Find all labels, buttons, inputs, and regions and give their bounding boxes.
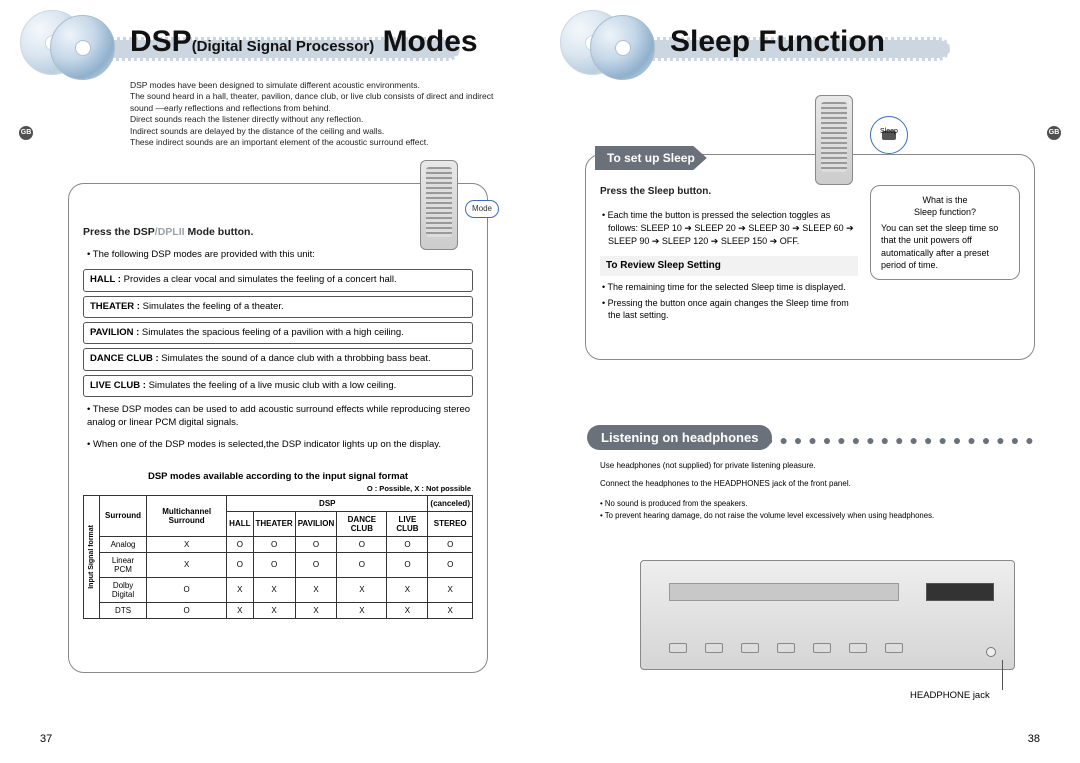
- mode-liveclub: LIVE CLUB : Simulates the feeling of a l…: [83, 375, 473, 397]
- mode-hall: HALL : Provides a clear vocal and simula…: [83, 269, 473, 291]
- post-bullet-1: These DSP modes can be used to add acous…: [87, 403, 473, 430]
- mode-callout: Mode: [465, 200, 499, 218]
- tbl-side-group: Input Signal format: [86, 523, 97, 591]
- remote-illustration: [420, 160, 458, 250]
- th-canceled: (canceled): [428, 495, 473, 511]
- th-dsp: DSP: [227, 495, 428, 511]
- gb-badge-right: GB: [1047, 126, 1061, 140]
- remote-illustration-sleep: [815, 95, 853, 185]
- info-bubble: What is the Sleep function? You can set …: [870, 185, 1020, 280]
- review-b1: • The remaining time for the selected Sl…: [600, 281, 858, 294]
- disc-decor-r: [560, 10, 670, 90]
- hp-note-2: • To prevent hearing damage, do not rais…: [600, 510, 1030, 522]
- press-prefix: Press the DSP: [83, 226, 155, 238]
- post-bullet-2: When one of the DSP modes is selected,th…: [87, 438, 473, 451]
- press-grey: /DPLII: [155, 226, 185, 238]
- headphones-label: Listening on headphones: [587, 425, 772, 450]
- sleep-button-callout-icon: [870, 116, 908, 154]
- page-number-right: 38: [1028, 733, 1040, 745]
- gb-badge-left: GB: [19, 126, 33, 140]
- table-row: Analog XOOOOOO: [84, 536, 473, 552]
- info-a: You can set the sleep time so that the u…: [881, 222, 1009, 271]
- dsp-content-box: Press the DSP/DPLII Mode button. The fol…: [68, 183, 488, 673]
- review-heading: To Review Sleep Setting: [600, 256, 858, 276]
- hp-lead: Use headphones (not supplied) for privat…: [600, 460, 1030, 472]
- page-title-sleep: Sleep Function: [670, 25, 885, 59]
- press-suffix: Mode button.: [185, 226, 254, 238]
- dots-decor: ●●●●●●●●●●●●●●●●●●●●●: [765, 432, 1035, 448]
- page-left: DSP(Digital Signal Processor) Modes GB D…: [0, 0, 540, 763]
- device-button-row: [669, 643, 989, 655]
- compat-table: Input Signal format Surround Multichanne…: [83, 495, 473, 619]
- setup-sleep-label: To set up Sleep: [595, 146, 707, 170]
- page-right: Sleep Function GB Sleep To set up Sleep …: [540, 0, 1080, 763]
- title-sub: (Digital Signal Processor): [192, 38, 375, 55]
- page-title-dsp: DSP(Digital Signal Processor) Modes: [130, 25, 478, 59]
- mode-pavilion: PAVILION : Simulates the spacious feelin…: [83, 322, 473, 344]
- table-row: DTS OXXXXXX: [84, 602, 473, 618]
- toggle-sequence: • Each time the button is pressed the se…: [600, 209, 858, 248]
- hp-note-1: • No sound is produced from the speakers…: [600, 498, 1030, 510]
- intro-text: DSP modes have been designed to simulate…: [130, 80, 510, 149]
- headphone-jack-icon: [986, 647, 996, 657]
- table-row: Dolby Digital OXXXXXX: [84, 577, 473, 602]
- headphone-text-box: Use headphones (not supplied) for privat…: [600, 460, 1030, 521]
- mode-danceclub: DANCE CLUB : Simulates the sound of a da…: [83, 348, 473, 370]
- table-caption: DSP modes available according to the inp…: [83, 471, 473, 482]
- info-q: What is the Sleep function?: [881, 194, 1009, 218]
- callout-line: [1002, 660, 1003, 690]
- device-illustration: [640, 560, 1015, 670]
- hp-jack-callout: HEADPHONE jack: [910, 690, 990, 701]
- page-number-left: 37: [40, 733, 52, 745]
- title-tail: Modes: [374, 25, 477, 58]
- title-main: DSP: [130, 25, 192, 58]
- display-panel-icon: [926, 583, 994, 601]
- sleep-button-callout-text: Sleep: [880, 128, 898, 135]
- th-multi: Multichannel Surround: [147, 495, 227, 536]
- table-row: Linear PCM XOOOOOO: [84, 552, 473, 577]
- press-dsp-line: Press the DSP/DPLII Mode button.: [83, 226, 473, 238]
- intro-bullet: The following DSP modes are provided wit…: [87, 248, 473, 261]
- review-b2: • Pressing the button once again changes…: [600, 297, 858, 322]
- disc-tray-icon: [669, 583, 899, 601]
- mode-theater: THEATER : Simulates the feeling of a the…: [83, 296, 473, 318]
- disc-decor: [20, 10, 130, 90]
- press-sleep-line: Press the Sleep button.: [600, 185, 858, 199]
- table-note: O : Possible, X : Not possible: [83, 484, 471, 493]
- th-surround: Surround: [100, 495, 147, 536]
- hp-connect: Connect the headphones to the HEADPHONES…: [600, 478, 1030, 490]
- sleep-setup-box: Press the Sleep button. • Each time the …: [585, 154, 1035, 360]
